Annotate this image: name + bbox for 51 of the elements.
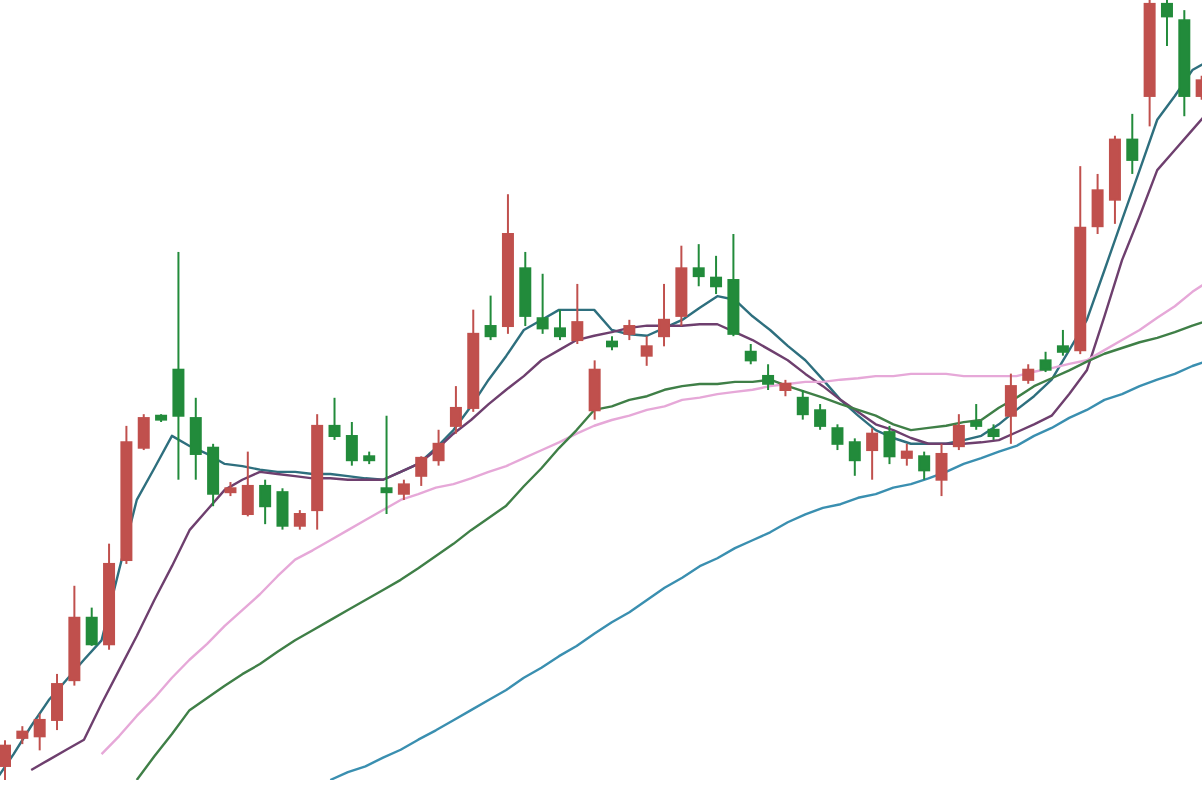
candlestick (50, 672, 63, 732)
candlestick (830, 423, 843, 452)
candlestick (171, 250, 184, 481)
candlestick (345, 420, 358, 467)
candlestick (622, 318, 635, 342)
candlestick (1038, 350, 1051, 374)
candlestick (640, 335, 653, 367)
candlestick (293, 509, 306, 531)
candlestick (1021, 363, 1034, 385)
candlestick (865, 427, 878, 481)
candlestick (85, 606, 98, 647)
candlestick (657, 282, 670, 348)
candlestick (275, 487, 288, 531)
candlestick (431, 428, 444, 467)
candlestick (813, 403, 826, 431)
candlestick (952, 413, 965, 452)
candlestick (848, 437, 861, 477)
candlestick (882, 424, 895, 466)
candlestick (553, 308, 566, 342)
candlestick (33, 712, 46, 752)
candlestick (570, 282, 583, 345)
candlestick (588, 359, 601, 421)
candlestick (1091, 172, 1104, 235)
candlestick (206, 442, 219, 508)
candlestick (709, 254, 722, 296)
candlestick (327, 396, 340, 441)
candlestick (484, 294, 497, 342)
candlestick (397, 478, 410, 501)
candlestick (692, 243, 705, 288)
candlestick (1160, 0, 1173, 48)
candlestick (761, 363, 774, 391)
candlestick (1056, 328, 1069, 357)
candlestick (674, 244, 687, 328)
candlestick (518, 250, 531, 328)
candlestick (796, 389, 809, 421)
candlestick (900, 442, 913, 467)
candlestick (1125, 112, 1138, 175)
candlestick (241, 450, 254, 518)
candlestick (258, 478, 271, 526)
candlestick (379, 414, 392, 516)
candlestick (137, 413, 150, 452)
candlestick (1004, 372, 1017, 445)
candlestick (536, 272, 549, 335)
candlestick (189, 396, 202, 481)
candlestick (0, 739, 11, 780)
candlestick (449, 385, 462, 435)
candlestick (917, 450, 930, 481)
candlestick (934, 442, 947, 498)
candlestick (744, 342, 757, 366)
candlestick (969, 403, 982, 431)
candlestick (414, 455, 427, 487)
